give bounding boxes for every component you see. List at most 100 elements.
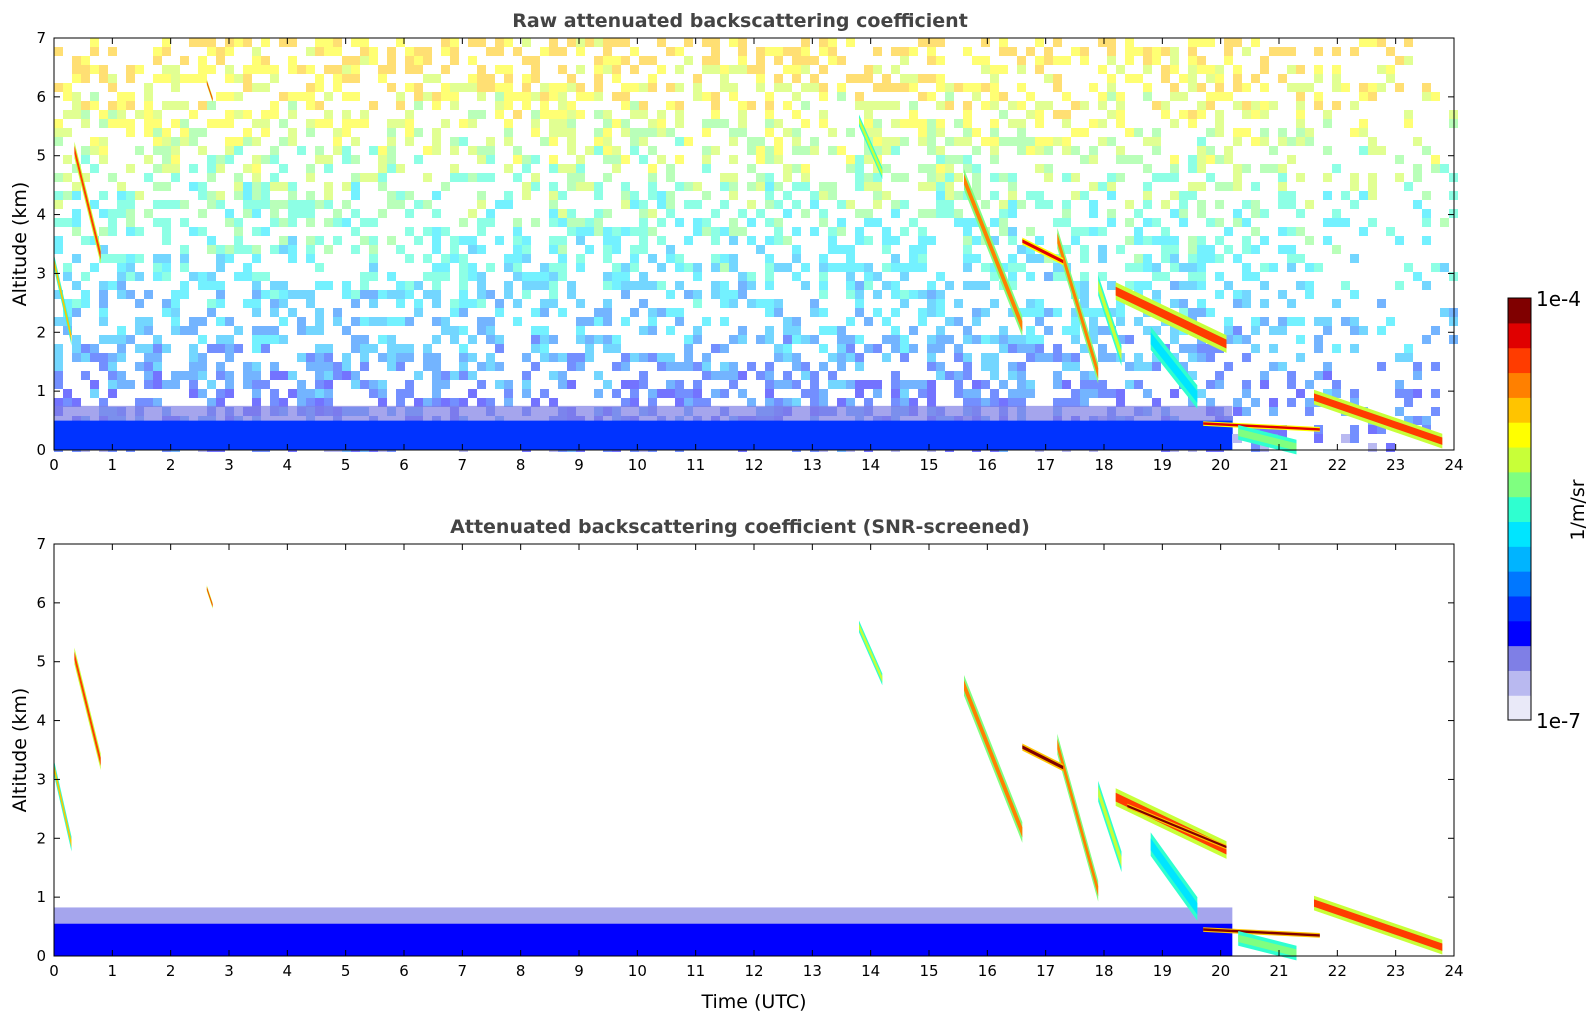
noise-cell bbox=[1287, 191, 1296, 200]
noise-cell bbox=[549, 353, 558, 362]
noise-cell bbox=[513, 227, 522, 236]
y-tick-label: 7 bbox=[36, 29, 46, 47]
y-tick-label: 6 bbox=[36, 88, 46, 106]
noise-cell bbox=[1161, 254, 1170, 263]
noise-cell bbox=[675, 101, 684, 110]
noise-cell bbox=[1224, 362, 1233, 371]
colorbar-band bbox=[1508, 347, 1531, 374]
x-tick-label: 4 bbox=[283, 962, 293, 980]
noise-cell bbox=[405, 137, 414, 146]
noise-cell bbox=[981, 362, 990, 371]
x-tick-label: 9 bbox=[574, 456, 584, 474]
noise-cell bbox=[1008, 236, 1017, 245]
noise-cell bbox=[513, 245, 522, 254]
noise-cell bbox=[783, 398, 792, 407]
noise-cell bbox=[612, 263, 621, 272]
noise-cell bbox=[1089, 317, 1098, 326]
noise-cell bbox=[954, 317, 963, 326]
noise-cell bbox=[873, 119, 882, 128]
noise-cell bbox=[441, 254, 450, 263]
x-tick-label: 10 bbox=[628, 962, 647, 980]
noise-cell bbox=[441, 263, 450, 272]
noise-cell bbox=[1044, 56, 1053, 65]
x-tick-label: 8 bbox=[516, 456, 526, 474]
noise-cell bbox=[162, 272, 171, 281]
noise-cell bbox=[414, 236, 423, 245]
noise-cell bbox=[828, 227, 837, 236]
noise-cell bbox=[324, 92, 333, 101]
noise-cell bbox=[297, 398, 306, 407]
noise-cell bbox=[441, 38, 450, 47]
noise-cell bbox=[306, 119, 315, 128]
noise-cell bbox=[171, 371, 180, 380]
noise-cell bbox=[1260, 371, 1269, 380]
noise-cell bbox=[684, 290, 693, 299]
noise-cell bbox=[1278, 47, 1287, 56]
noise-cell bbox=[1296, 317, 1305, 326]
noise-cell bbox=[261, 83, 270, 92]
noise-cell bbox=[567, 110, 576, 119]
noise-cell bbox=[837, 353, 846, 362]
noise-cell bbox=[891, 326, 900, 335]
noise-cell bbox=[333, 65, 342, 74]
noise-cell bbox=[99, 209, 108, 218]
noise-cell bbox=[405, 65, 414, 74]
noise-cell bbox=[225, 155, 234, 164]
noise-cell bbox=[531, 56, 540, 65]
noise-cell bbox=[1404, 182, 1413, 191]
noise-cell bbox=[828, 380, 837, 389]
noise-cell bbox=[900, 353, 909, 362]
noise-cell bbox=[414, 128, 423, 137]
noise-cell bbox=[1017, 380, 1026, 389]
noise-cell bbox=[486, 263, 495, 272]
noise-cell bbox=[1251, 200, 1260, 209]
noise-cell bbox=[1332, 101, 1341, 110]
noise-cell bbox=[1359, 92, 1368, 101]
noise-cell bbox=[1044, 47, 1053, 56]
noise-cell bbox=[477, 326, 486, 335]
noise-cell bbox=[1116, 155, 1125, 164]
noise-cell bbox=[945, 155, 954, 164]
noise-cell bbox=[864, 398, 873, 407]
noise-cell bbox=[1341, 191, 1350, 200]
noise-cell bbox=[1026, 308, 1035, 317]
noise-cell bbox=[396, 317, 405, 326]
noise-cell bbox=[414, 371, 423, 380]
noise-cell bbox=[351, 191, 360, 200]
noise-cell bbox=[711, 110, 720, 119]
noise-cell bbox=[702, 371, 711, 380]
noise-cell bbox=[216, 299, 225, 308]
backscatter-feature bbox=[1238, 934, 1297, 957]
noise-cell bbox=[945, 92, 954, 101]
noise-cell bbox=[873, 65, 882, 74]
noise-cell bbox=[603, 110, 612, 119]
noise-cell bbox=[459, 83, 468, 92]
noise-cell bbox=[549, 110, 558, 119]
noise-cell bbox=[621, 182, 630, 191]
noise-cell bbox=[684, 137, 693, 146]
noise-cell bbox=[1278, 326, 1287, 335]
noise-cell bbox=[306, 191, 315, 200]
noise-cell bbox=[576, 227, 585, 236]
noise-cell bbox=[81, 290, 90, 299]
noise-cell bbox=[1143, 281, 1152, 290]
noise-cell bbox=[792, 56, 801, 65]
noise-cell bbox=[810, 371, 819, 380]
noise-cell bbox=[153, 164, 162, 173]
noise-cell bbox=[999, 137, 1008, 146]
noise-cell bbox=[270, 155, 279, 164]
noise-cell bbox=[918, 380, 927, 389]
noise-cell bbox=[306, 353, 315, 362]
noise-cell bbox=[1152, 56, 1161, 65]
noise-cell bbox=[1116, 317, 1125, 326]
noise-cell bbox=[540, 344, 549, 353]
noise-cell bbox=[621, 101, 630, 110]
noise-cell bbox=[576, 83, 585, 92]
noise-cell bbox=[693, 200, 702, 209]
noise-cell bbox=[738, 281, 747, 290]
noise-cell bbox=[279, 398, 288, 407]
noise-cell bbox=[189, 362, 198, 371]
noise-cell bbox=[1071, 101, 1080, 110]
noise-cell bbox=[1224, 47, 1233, 56]
noise-cell bbox=[729, 362, 738, 371]
